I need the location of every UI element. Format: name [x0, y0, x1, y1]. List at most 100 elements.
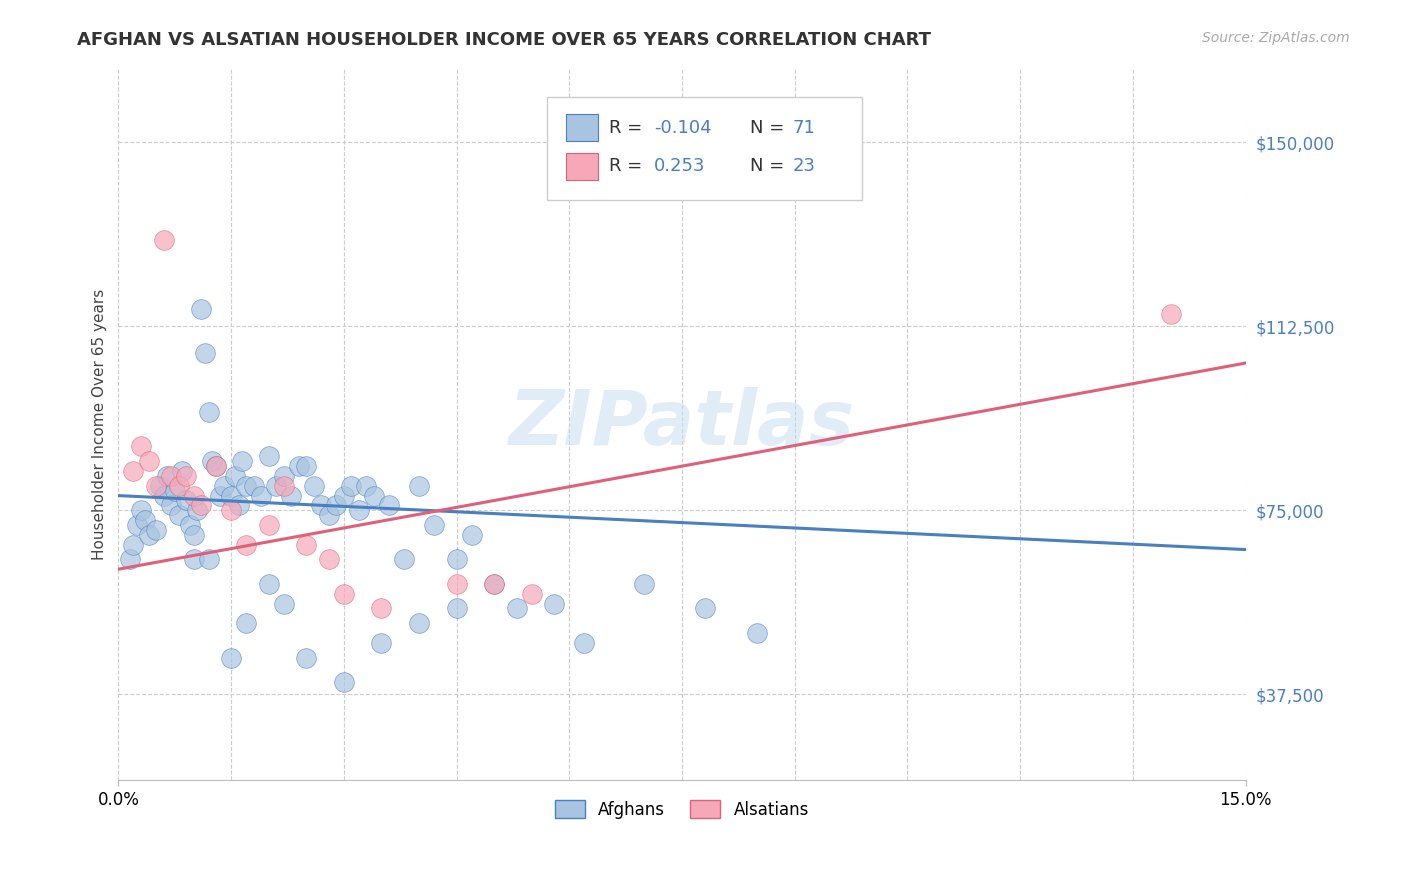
Point: [235, 616, 257, 631]
Point: [446, 601, 468, 615]
Point: [333, 675, 356, 690]
Point: [212, 479, 235, 493]
Point: [179, 518, 201, 533]
Text: Source: ZipAtlas.com: Source: ZipAtlas.com: [1202, 31, 1350, 45]
Point: [273, 597, 295, 611]
Point: [295, 459, 318, 474]
Point: [295, 538, 318, 552]
Point: [224, 469, 246, 483]
Point: [302, 479, 325, 493]
Text: -0.104: -0.104: [654, 119, 711, 136]
Text: R =: R =: [609, 157, 643, 175]
Point: [482, 577, 505, 591]
FancyBboxPatch shape: [547, 97, 862, 200]
Point: [145, 523, 167, 537]
Point: [340, 479, 363, 493]
Point: [506, 601, 529, 615]
Point: [219, 489, 242, 503]
Point: [183, 528, 205, 542]
Point: [446, 577, 468, 591]
Point: [250, 489, 273, 503]
Point: [149, 479, 172, 493]
Point: [318, 508, 340, 523]
Point: [257, 577, 280, 591]
Point: [190, 499, 212, 513]
Point: [208, 489, 231, 503]
Point: [152, 489, 174, 503]
Point: [160, 499, 183, 513]
Point: [183, 552, 205, 566]
Point: [129, 503, 152, 517]
Point: [167, 479, 190, 493]
Point: [174, 493, 197, 508]
Point: [127, 518, 149, 533]
Point: [1160, 307, 1182, 321]
Point: [633, 577, 655, 591]
Point: [219, 503, 242, 517]
Point: [156, 469, 179, 483]
FancyBboxPatch shape: [567, 114, 598, 141]
Point: [318, 552, 340, 566]
Point: [183, 489, 205, 503]
Point: [280, 489, 302, 503]
Point: [423, 518, 446, 533]
Point: [138, 528, 160, 542]
Point: [163, 483, 186, 498]
Point: [118, 552, 141, 566]
Point: [370, 636, 392, 650]
Point: [378, 499, 401, 513]
Point: [129, 440, 152, 454]
Point: [186, 503, 208, 517]
Y-axis label: Householder Income Over 65 years: Householder Income Over 65 years: [93, 289, 107, 560]
Point: [347, 503, 370, 517]
Point: [145, 479, 167, 493]
Text: ZIPatlas: ZIPatlas: [509, 387, 855, 461]
Text: N =: N =: [749, 119, 785, 136]
Point: [520, 587, 543, 601]
FancyBboxPatch shape: [567, 153, 598, 179]
Point: [134, 513, 156, 527]
Text: R =: R =: [609, 119, 643, 136]
Point: [205, 459, 228, 474]
Point: [197, 552, 219, 566]
Point: [311, 499, 333, 513]
Point: [160, 469, 183, 483]
Point: [122, 538, 145, 552]
Point: [370, 601, 392, 615]
Point: [356, 479, 378, 493]
Point: [231, 454, 253, 468]
Point: [333, 489, 356, 503]
Text: N =: N =: [749, 157, 785, 175]
Point: [242, 479, 264, 493]
Point: [392, 552, 415, 566]
Point: [574, 636, 596, 650]
Point: [408, 616, 430, 631]
Text: 71: 71: [793, 119, 815, 136]
Point: [460, 528, 482, 542]
Point: [152, 233, 174, 247]
Point: [190, 301, 212, 316]
Point: [201, 454, 224, 468]
Point: [172, 464, 194, 478]
Point: [333, 587, 356, 601]
Point: [325, 499, 347, 513]
Point: [288, 459, 311, 474]
Point: [174, 469, 197, 483]
Point: [138, 454, 160, 468]
Text: 0.253: 0.253: [654, 157, 706, 175]
Point: [273, 479, 295, 493]
Point: [295, 650, 318, 665]
Point: [257, 450, 280, 464]
Point: [408, 479, 430, 493]
Point: [747, 626, 769, 640]
Text: 23: 23: [793, 157, 815, 175]
Point: [543, 597, 565, 611]
Point: [194, 346, 217, 360]
Point: [167, 508, 190, 523]
Point: [446, 552, 468, 566]
Point: [264, 479, 287, 493]
Point: [693, 601, 716, 615]
Point: [219, 650, 242, 665]
Point: [363, 489, 385, 503]
Point: [235, 479, 257, 493]
